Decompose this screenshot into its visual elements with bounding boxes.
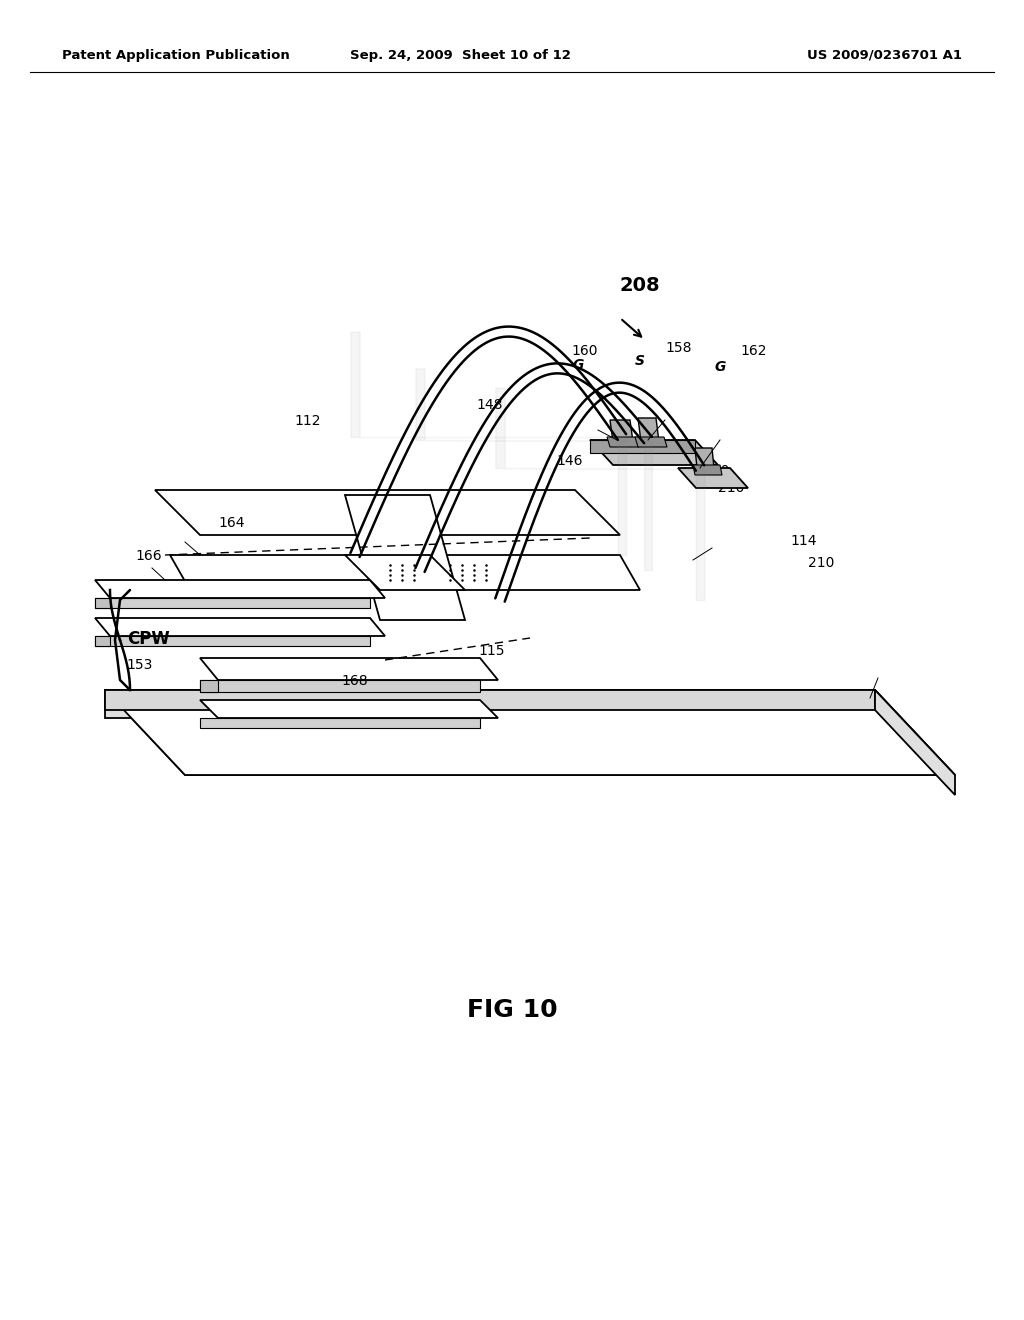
Polygon shape bbox=[345, 554, 465, 590]
Text: G: G bbox=[572, 358, 584, 372]
Text: 148: 148 bbox=[477, 399, 503, 412]
Polygon shape bbox=[695, 447, 714, 469]
Text: 150: 150 bbox=[703, 465, 729, 478]
Text: 162: 162 bbox=[740, 345, 767, 358]
Polygon shape bbox=[200, 718, 480, 729]
Polygon shape bbox=[200, 680, 218, 692]
Text: S: S bbox=[635, 354, 645, 368]
Text: 164: 164 bbox=[218, 516, 245, 531]
Text: Patent Application Publication: Patent Application Publication bbox=[62, 49, 290, 62]
Polygon shape bbox=[95, 579, 385, 598]
Polygon shape bbox=[678, 469, 748, 488]
Text: 210: 210 bbox=[718, 480, 744, 495]
Polygon shape bbox=[638, 418, 659, 442]
Text: 208: 208 bbox=[620, 276, 660, 294]
Polygon shape bbox=[155, 490, 620, 535]
Text: US 2009/0236701 A1: US 2009/0236701 A1 bbox=[807, 49, 962, 62]
Text: 166: 166 bbox=[135, 549, 162, 564]
Polygon shape bbox=[590, 440, 695, 453]
Polygon shape bbox=[95, 636, 110, 645]
Polygon shape bbox=[693, 465, 722, 475]
Polygon shape bbox=[874, 690, 955, 795]
Polygon shape bbox=[200, 700, 498, 718]
Polygon shape bbox=[200, 657, 498, 680]
Polygon shape bbox=[95, 598, 370, 609]
Polygon shape bbox=[95, 598, 110, 609]
Polygon shape bbox=[345, 495, 465, 620]
Text: FIG 10: FIG 10 bbox=[467, 998, 557, 1022]
Text: 146: 146 bbox=[557, 454, 584, 469]
Polygon shape bbox=[610, 420, 633, 442]
Polygon shape bbox=[105, 690, 874, 710]
Polygon shape bbox=[95, 636, 370, 645]
Text: 153: 153 bbox=[127, 657, 154, 672]
Polygon shape bbox=[95, 618, 385, 636]
Text: 115: 115 bbox=[478, 644, 505, 657]
Polygon shape bbox=[200, 680, 480, 692]
Polygon shape bbox=[105, 690, 955, 775]
Polygon shape bbox=[635, 437, 667, 447]
Polygon shape bbox=[170, 554, 640, 590]
Text: 158: 158 bbox=[665, 341, 691, 355]
Polygon shape bbox=[607, 437, 639, 447]
Polygon shape bbox=[590, 440, 718, 465]
Text: 160: 160 bbox=[571, 345, 598, 358]
Text: G: G bbox=[715, 360, 726, 374]
Text: 210: 210 bbox=[808, 556, 835, 570]
Polygon shape bbox=[105, 690, 955, 775]
Text: CPW: CPW bbox=[127, 630, 169, 648]
Text: 168: 168 bbox=[342, 675, 369, 688]
Text: 114: 114 bbox=[790, 535, 816, 548]
Text: 112: 112 bbox=[295, 414, 322, 428]
Text: Sep. 24, 2009  Sheet 10 of 12: Sep. 24, 2009 Sheet 10 of 12 bbox=[349, 49, 570, 62]
Polygon shape bbox=[105, 690, 874, 718]
